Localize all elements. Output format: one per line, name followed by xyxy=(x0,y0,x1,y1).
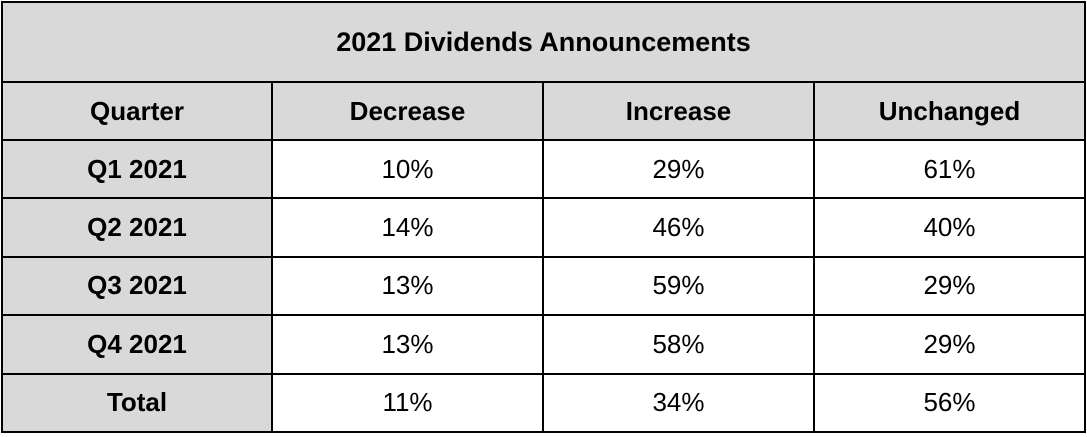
table-row: Q4 2021 13% 58% 29% xyxy=(1,314,1086,375)
cell-unchanged: 29% xyxy=(813,255,1086,317)
table-row: Q1 2021 10% 29% 61% xyxy=(1,138,1086,200)
table-row: Total 11% 34% 56% xyxy=(1,372,1086,434)
cell-decrease: 10% xyxy=(271,138,544,200)
cell-unchanged: 29% xyxy=(813,314,1086,375)
row-label: Q3 2021 xyxy=(1,255,273,317)
column-header-quarter: Quarter xyxy=(1,81,273,141)
cell-increase: 58% xyxy=(542,314,815,375)
cell-unchanged: 61% xyxy=(813,138,1086,200)
row-label: Q1 2021 xyxy=(1,138,273,200)
cell-increase: 34% xyxy=(542,372,815,434)
cell-increase: 59% xyxy=(542,255,815,317)
row-label: Q4 2021 xyxy=(1,314,273,375)
cell-decrease: 13% xyxy=(271,255,544,317)
table-row: Q2 2021 14% 46% 40% xyxy=(1,197,1086,258)
row-label: Total xyxy=(1,372,273,434)
cell-unchanged: 40% xyxy=(813,197,1086,258)
row-label: Q2 2021 xyxy=(1,197,273,258)
column-header-row: Quarter Decrease Increase Unchanged xyxy=(1,81,1086,141)
cell-decrease: 11% xyxy=(271,372,544,434)
column-header-increase: Increase xyxy=(542,81,815,141)
cell-unchanged: 56% xyxy=(813,372,1086,434)
column-header-decrease: Decrease xyxy=(271,81,544,141)
cell-increase: 29% xyxy=(542,138,815,200)
cell-decrease: 14% xyxy=(271,197,544,258)
table-title: 2021 Dividends Announcements xyxy=(1,1,1086,83)
cell-increase: 46% xyxy=(542,197,815,258)
column-header-unchanged: Unchanged xyxy=(813,81,1086,141)
table-row: Q3 2021 13% 59% 29% xyxy=(1,255,1086,317)
cell-decrease: 13% xyxy=(271,314,544,375)
